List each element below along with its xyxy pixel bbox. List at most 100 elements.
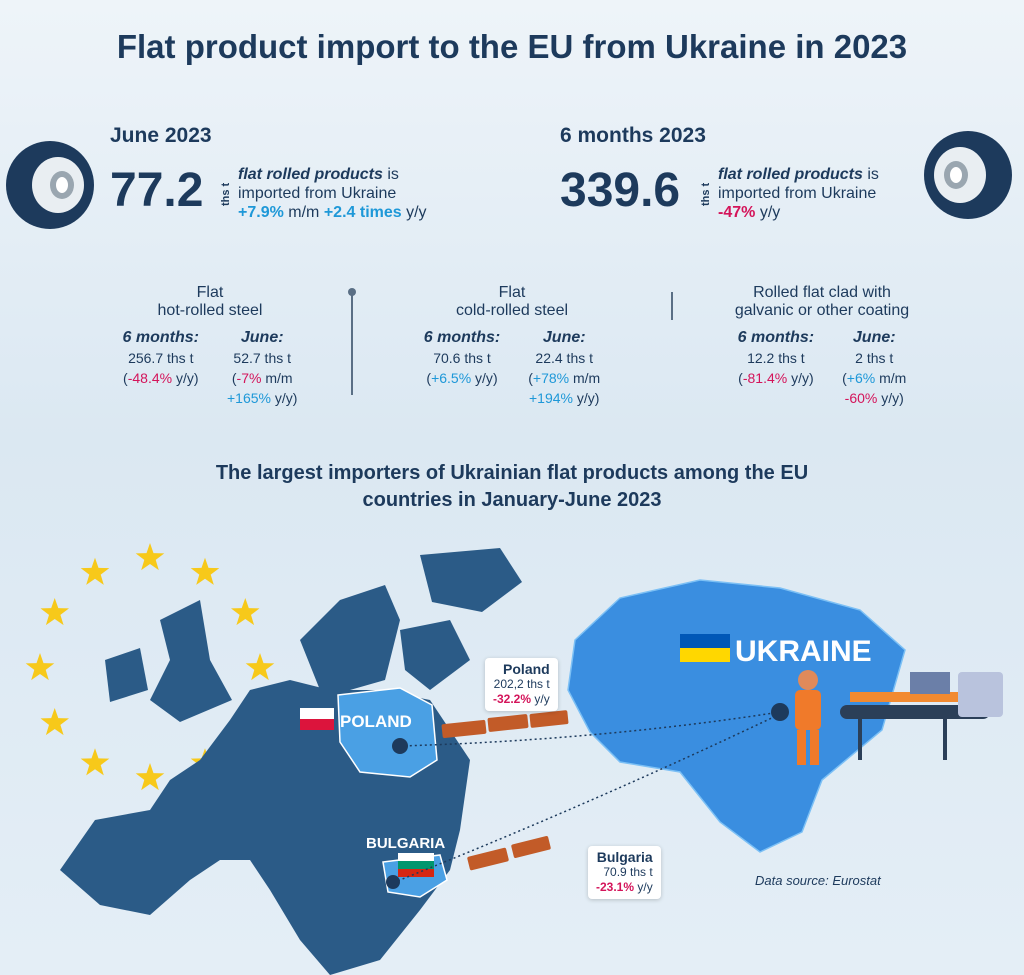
change-unit: y/y xyxy=(175,370,194,386)
column-changes: +6.5% y/y xyxy=(424,368,500,388)
column-label: 6 months: xyxy=(423,329,501,346)
star xyxy=(135,763,165,791)
map-label: UKRAINE xyxy=(735,635,872,668)
change-value: -23.1% xyxy=(596,880,635,894)
bulgaria-flag xyxy=(398,869,434,877)
column-label: June: xyxy=(542,329,586,346)
ukraine-flag xyxy=(680,648,730,662)
change: +165% y/y xyxy=(227,388,297,408)
change-unit: y/y xyxy=(637,880,653,894)
period: 6 months 2023 xyxy=(560,124,706,147)
callout-change: -23.1% y/y xyxy=(596,880,653,895)
change: +194% y/y xyxy=(528,388,600,408)
product-columns: 6 months: 12.2 ths t -81.4% y/y June: 2 ths … xyxy=(672,328,972,408)
route xyxy=(394,713,781,883)
column-value: 22.4 ths t xyxy=(535,350,594,366)
desc-em: flat rolled products xyxy=(718,166,863,183)
change-unit: y/y xyxy=(406,204,427,221)
column-value: 70.6 ths t xyxy=(433,350,491,366)
product-name: Rolled flat clad with xyxy=(753,284,891,301)
change-value: +165% xyxy=(227,390,271,406)
change: +7.9% m/m xyxy=(238,204,324,221)
star xyxy=(231,598,260,626)
product-column: June:2 ths t+6% m/m-60% y/y xyxy=(842,328,907,408)
change: +78% m/m xyxy=(528,368,600,388)
star xyxy=(245,653,275,681)
star xyxy=(25,653,55,681)
change-unit: y/y xyxy=(791,370,809,386)
train xyxy=(467,836,551,871)
callout-country: Poland xyxy=(503,661,550,677)
change-unit: m/m xyxy=(879,370,907,386)
star xyxy=(135,543,165,571)
description: flat rolled products is imported from Ukr… xyxy=(718,165,879,222)
star xyxy=(190,557,220,585)
column-label: 6 months: xyxy=(737,329,815,346)
change-value: -32.2% xyxy=(493,692,532,706)
column-changes: -48.4% y/y xyxy=(123,368,199,388)
column-changes: +6% m/m-60% y/y xyxy=(842,368,907,408)
europe-map xyxy=(60,548,522,975)
column-changes: +78% m/m+194% y/y xyxy=(528,368,600,408)
change: -7% m/m xyxy=(227,368,297,388)
column-value: 256.7 ths t xyxy=(128,350,194,366)
product-column: June:22.4 ths t+78% m/m+194% y/y xyxy=(528,328,600,408)
change-value: -81.4% xyxy=(742,370,788,386)
change-value: +194% xyxy=(529,390,573,406)
column-label: 6 months: xyxy=(122,329,199,346)
map-title: The largest importers of Ukrainian flat … xyxy=(0,460,1024,514)
product-name: galvanic or other coating xyxy=(734,302,910,319)
change-value: +6.5% xyxy=(431,370,472,386)
column-label: June: xyxy=(240,329,284,346)
desc-line: imported from Ukraine xyxy=(238,185,397,202)
unit: ths t xyxy=(220,182,232,206)
change-unit: y/y xyxy=(534,692,550,706)
change-unit: y/y xyxy=(274,390,293,406)
product-name: Flat xyxy=(498,284,526,301)
desc-tail: is xyxy=(387,166,399,183)
callout-change: -32.2% y/y xyxy=(493,692,550,707)
column-value: 52.7 ths t xyxy=(233,350,292,366)
change: +6.5% y/y xyxy=(424,368,500,388)
callout-value: 70.9 ths t xyxy=(603,865,653,879)
product: Flat cold-rolled steel 6 months: 70.6 ths t… xyxy=(362,284,662,408)
change: -60% y/y xyxy=(842,388,906,408)
desc-line: flat rolled products is xyxy=(718,165,879,184)
source: Data source: Eurostat xyxy=(755,873,881,888)
product-column: 6 months: 256.7 ths t -48.4% y/y xyxy=(123,328,199,408)
change-value: -48.4% xyxy=(127,370,173,386)
column-label: June: xyxy=(852,329,896,346)
change-value: +7.9% xyxy=(238,204,284,221)
product-columns: 6 months: 70.6 ths t +6.5% y/y June: 22.4 th… xyxy=(362,328,662,408)
route xyxy=(399,711,781,747)
callout-country: Bulgaria xyxy=(596,849,653,865)
callout: Poland 202,2 ths t -32.2% y/y xyxy=(485,658,558,711)
product-name: cold-rolled steel xyxy=(455,302,569,319)
title: Flat product import to the EU from Ukrai… xyxy=(116,28,908,65)
description: flat rolled products is imported from Ukr… xyxy=(238,165,427,222)
product: Flat hot-rolled steel 6 months: 256.7 ths t… xyxy=(60,284,360,408)
change-value: -7% xyxy=(236,370,262,386)
star xyxy=(80,748,110,776)
product-name: hot-rolled steel xyxy=(157,302,263,319)
poland-flag xyxy=(300,719,334,730)
train xyxy=(441,710,569,739)
column-changes: -7% m/m+165% y/y xyxy=(227,368,297,408)
map-label: POLAND xyxy=(340,712,412,731)
change-unit: m/m xyxy=(573,370,601,386)
change-value: -60% xyxy=(844,390,878,406)
change-value: -47% xyxy=(718,204,756,221)
product: Rolled flat clad with galvanic or other c… xyxy=(672,284,972,408)
change: -47% y/y xyxy=(718,204,780,221)
worker-conveyor xyxy=(795,670,1003,765)
product-name: Flat xyxy=(196,284,224,301)
unit: ths t xyxy=(700,182,712,206)
change-value: +78% xyxy=(532,370,570,386)
big-value: 77.2 xyxy=(110,164,204,217)
star xyxy=(80,557,110,585)
changes: +7.9% m/m +2.4 times y/y xyxy=(238,203,427,222)
column-value: 2 ths t xyxy=(855,350,894,366)
change-unit: y/y xyxy=(759,204,781,221)
